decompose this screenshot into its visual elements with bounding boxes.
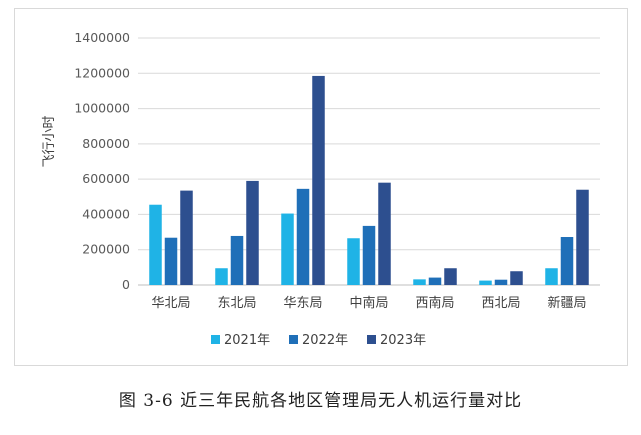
bar xyxy=(576,189,589,285)
bar xyxy=(246,180,259,285)
category-label: 东北局 xyxy=(217,296,256,311)
bar xyxy=(312,75,325,285)
y-tick-label: 0 xyxy=(122,277,130,292)
bar xyxy=(164,237,178,285)
y-tick-label: 400000 xyxy=(82,206,130,221)
y-tick-label: 1400000 xyxy=(74,30,130,45)
legend-label: 2023年 xyxy=(380,333,426,348)
bar xyxy=(479,280,492,285)
category-label: 新疆局 xyxy=(547,295,586,311)
bar xyxy=(362,225,376,285)
category-label: 华北局 xyxy=(151,296,190,311)
legend-swatch xyxy=(367,335,376,344)
bar xyxy=(560,237,574,285)
y-axis-title: 飞行小时 xyxy=(42,115,57,167)
bar xyxy=(545,268,558,285)
bar xyxy=(296,188,310,285)
bar xyxy=(444,268,457,285)
figure-caption: 图 3-6 近三年民航各地区管理局无人机运行量对比 xyxy=(118,391,523,411)
category-label: 华东局 xyxy=(283,296,322,311)
category-label: 中南局 xyxy=(349,295,388,311)
legend-label: 2022年 xyxy=(302,333,348,348)
y-tick-label: 200000 xyxy=(82,242,130,257)
bar-chart: 0 200000 400000 600000 800000 1000000 1200000 1… xyxy=(42,30,600,348)
chart-frame: 0 200000 400000 600000 800000 1000000 1200000 1… xyxy=(14,8,628,366)
legend-label: 2021年 xyxy=(224,333,270,348)
bar xyxy=(230,235,244,285)
y-tick-label: 1200000 xyxy=(74,65,130,80)
bar xyxy=(347,238,360,285)
legend-swatch xyxy=(289,335,298,344)
y-tick-label: 600000 xyxy=(82,171,130,186)
bar xyxy=(378,182,391,285)
y-tick-label: 800000 xyxy=(82,136,130,151)
bar xyxy=(413,279,426,285)
bar xyxy=(215,268,228,285)
bar xyxy=(281,213,294,285)
bar xyxy=(510,271,523,285)
bar xyxy=(494,279,508,285)
y-tick-label: 1000000 xyxy=(74,101,130,116)
category-label: 西北局 xyxy=(481,296,520,311)
bar xyxy=(428,277,442,285)
bar xyxy=(180,190,193,285)
bar xyxy=(149,204,162,285)
legend-swatch xyxy=(211,335,220,344)
category-label: 西南局 xyxy=(415,295,454,311)
